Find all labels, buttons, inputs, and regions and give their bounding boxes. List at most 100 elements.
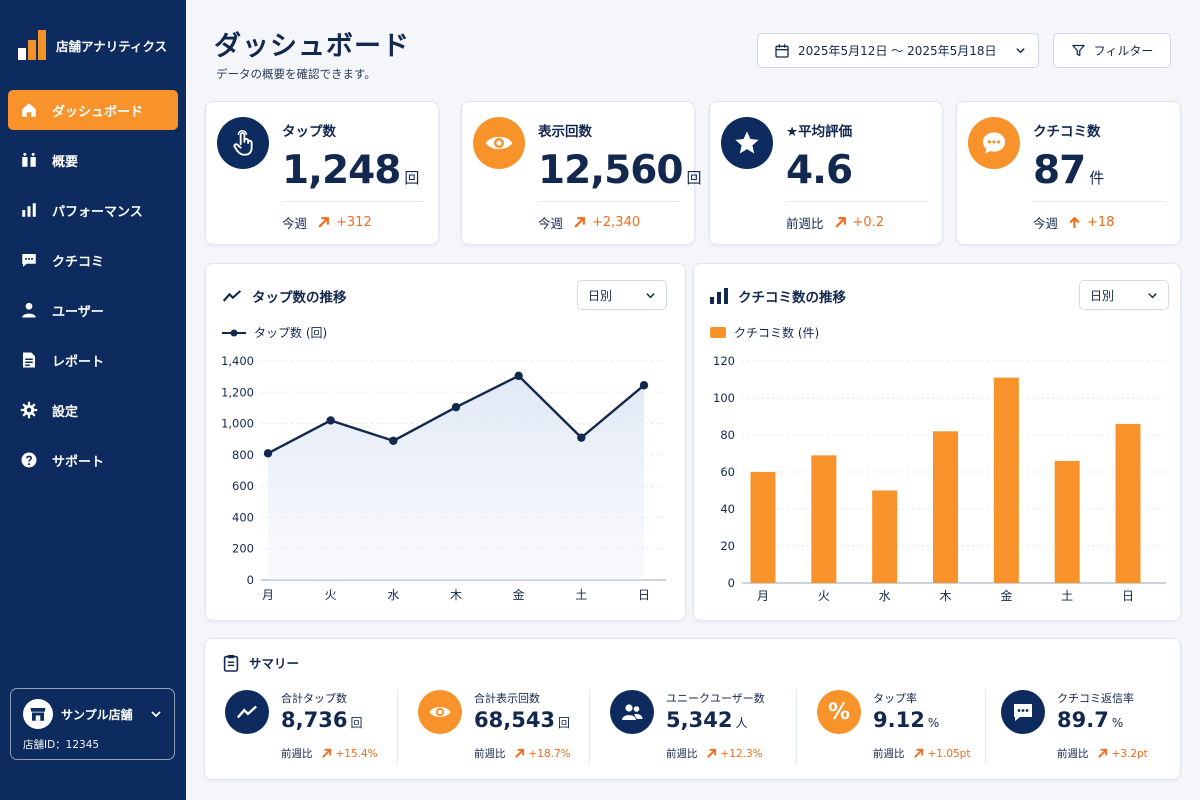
sidebar-item-overview[interactable]: 概要: [8, 140, 178, 180]
trend-icon: [225, 690, 269, 734]
bar-chart-icon: [710, 288, 728, 304]
y-tick-label: 600: [232, 479, 254, 493]
x-tick-label: 金: [513, 587, 525, 602]
sidebar-item-users[interactable]: ユーザー: [8, 290, 178, 330]
store-icon: [23, 699, 53, 729]
sidebar: 店舗アナリティクス ダッシュボード 概要 パフォーマンス クチコミ ユーザー レ…: [0, 0, 186, 800]
date-range-picker[interactable]: 2025年5月12日 〜 2025年5月18日: [757, 33, 1039, 68]
bar: [811, 455, 837, 583]
x-tick-label: 土: [575, 588, 587, 602]
sidebar-item-support[interactable]: サポート: [8, 440, 178, 480]
kpi-card-taps: タップ数 1,248 回 今週 +312: [205, 101, 439, 245]
y-tick-label: 80: [720, 428, 735, 442]
summary-footer: 前週比 +12.3%: [666, 747, 763, 761]
data-point: [326, 416, 335, 425]
x-tick-label: 日: [638, 588, 650, 602]
eye-icon: [473, 117, 525, 169]
sidebar-item-label: パフォーマンス: [52, 204, 143, 220]
kpi-delta: +0.2: [834, 215, 884, 230]
data-point: [263, 449, 273, 458]
kpi-unit: 回: [404, 169, 420, 187]
y-tick-label: 0: [728, 576, 735, 590]
y-tick-label: 200: [232, 542, 254, 556]
kpi-value: 87 件: [1033, 148, 1105, 193]
kpi-footer: 今週 +2,340: [538, 213, 640, 232]
sidebar-nav: ダッシュボード 概要 パフォーマンス クチコミ ユーザー レポート 設定 サポ: [8, 90, 178, 490]
summary-label: 合計タップ数: [281, 692, 347, 705]
chart-legend: タップ数 (回): [222, 324, 327, 341]
filter-button[interactable]: フィルター: [1053, 33, 1171, 68]
period-select[interactable]: 日別: [577, 280, 667, 310]
bar: [1054, 460, 1080, 583]
store-id: 店舗ID：12345: [23, 739, 100, 751]
arrow-up-right-icon: [1097, 748, 1107, 758]
summary-value: 68,543 回: [474, 708, 571, 732]
bar: [750, 472, 776, 583]
chat-bubble-icon: [968, 117, 1020, 169]
summary-footer: 前週比 +1.05pt: [873, 747, 971, 761]
sidebar-item-settings[interactable]: 設定: [8, 390, 178, 430]
summary-value: 9.12%: [873, 708, 940, 732]
home-icon: [22, 103, 36, 117]
y-tick-label: 0: [247, 573, 254, 587]
summary-footer: 前週比 +15.4%: [281, 747, 378, 761]
store-switcher[interactable]: サンプル店舗 店舗ID：12345: [10, 688, 175, 760]
arrow-up-right-icon: [834, 217, 846, 228]
brand-name: 店舗アナリティクス: [56, 38, 168, 54]
x-tick-label: 金: [1000, 588, 1012, 603]
brand[interactable]: 店舗アナリティクス: [18, 30, 167, 60]
data-point: [451, 402, 461, 412]
arrow-up-icon: [1069, 216, 1080, 228]
kpi-period: 今週: [538, 216, 564, 231]
sidebar-item-label: ユーザー: [52, 304, 104, 320]
summary-title: サマリー: [223, 653, 299, 672]
summary-item-tap-rate: % タップ率 9.12% 前週比 +1.05pt: [817, 687, 1007, 767]
kpi-delta: +18: [1068, 215, 1114, 230]
sidebar-item-reviews[interactable]: クチコミ: [8, 240, 178, 280]
bar-chart-icon: [22, 203, 36, 217]
chart-title: クチコミ数の推移: [710, 286, 846, 306]
summary-item-reply-rate: クチコミ返信率 89.7% 前週比 +3.2pt: [1001, 687, 1191, 767]
kpi-footer: 前週比 +0.2: [786, 213, 884, 232]
x-tick-label: 水: [387, 588, 399, 602]
bar: [993, 377, 1019, 583]
sidebar-item-dashboard[interactable]: ダッシュボード: [8, 90, 178, 130]
calendar-icon: [775, 43, 789, 58]
summary-value: 5,342 人: [666, 708, 748, 732]
period-select-value: 日別: [588, 288, 613, 303]
users-icon: [610, 690, 654, 734]
y-tick-label: 120: [713, 354, 735, 368]
kpi-value: 1,248 回: [282, 148, 420, 193]
kpi-period: 今週: [1033, 216, 1059, 231]
sidebar-item-reports[interactable]: レポート: [8, 340, 178, 380]
kpi-period: 今週: [282, 216, 308, 231]
bar: [872, 490, 898, 583]
y-tick-label: 1,400: [221, 354, 254, 368]
sidebar-item-performance[interactable]: パフォーマンス: [8, 190, 178, 230]
x-tick-label: 火: [818, 589, 830, 603]
kpi-label: 表示回数: [538, 124, 592, 140]
sidebar-item-label: ダッシュボード: [52, 104, 144, 120]
review-bar-chart: 0 20 40 60 80 100 120 月 火 水 木 金 土 日: [713, 354, 1166, 603]
document-icon: [23, 352, 35, 368]
x-tick-label: 木: [939, 589, 951, 603]
arrow-up-right-icon: [321, 748, 331, 758]
line-area-fill: [268, 375, 644, 580]
filter-icon: [1071, 44, 1085, 57]
y-tick-label: 60: [720, 465, 735, 479]
arrow-up-right-icon: [318, 217, 329, 228]
summary-item-unique-users: ユニークユーザー数 5,342 人 前週比 +12.3%: [610, 687, 800, 767]
data-point: [577, 433, 586, 442]
legend-line-marker: [222, 329, 246, 336]
y-tick-label: 40: [720, 502, 735, 516]
chart-title: タップ数の推移: [222, 286, 347, 306]
period-select[interactable]: 日別: [1079, 280, 1169, 310]
sidebar-item-label: レポート: [52, 354, 105, 370]
bar: [1115, 423, 1141, 583]
tap-line-chart: 0 200 400 600 800 1,000 1,200 1,400 月 火 水 木 金 土 日: [221, 354, 666, 602]
gear-icon: [20, 401, 38, 419]
kpi-delta: +2,340: [573, 215, 640, 230]
summary-label: クチコミ返信率: [1057, 692, 1134, 705]
x-tick-label: 日: [1122, 589, 1134, 603]
y-tick-label: 20: [720, 539, 735, 553]
